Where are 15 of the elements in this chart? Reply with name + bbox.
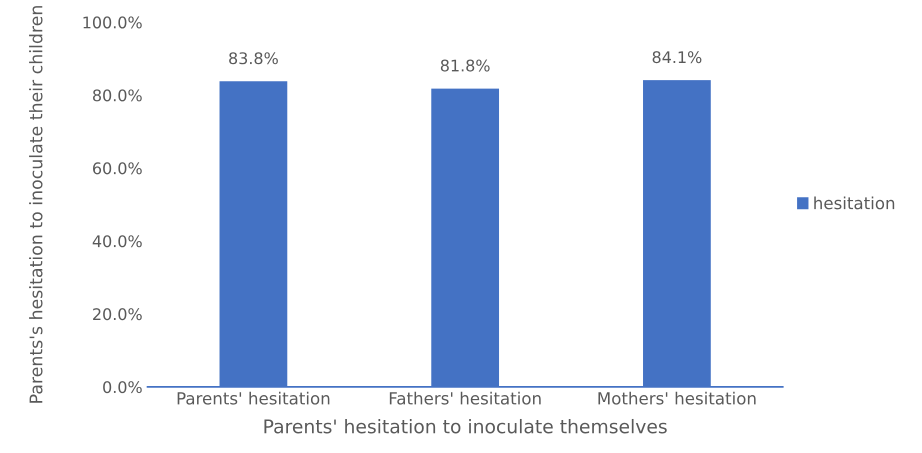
y-axis-title: Parents's hesitation to inoculate their children [29,6,43,403]
x-tick-label: Fathers' hesitation [390,392,541,405]
y-tick-label: 100.0% [84,16,142,28]
y-tick-label: 40.0% [92,235,142,248]
x-tick-label: Mothers' hesitation [598,392,756,405]
x-tick-label: Parents' hesitation [178,392,330,405]
y-tick-label: 0.0% [103,381,142,394]
data-label: 81.8% [440,60,490,72]
x-axis-title: Parents' hesitation to inoculate themselves [264,418,667,434]
data-label: 84.1% [652,51,702,64]
legend-label: hesitation [814,196,894,210]
y-tick-label: 60.0% [93,162,142,174]
y-tick-label: 80.0% [93,89,142,102]
y-tick-label: 20.0% [93,308,142,320]
data-label: 83.8% [229,52,278,64]
